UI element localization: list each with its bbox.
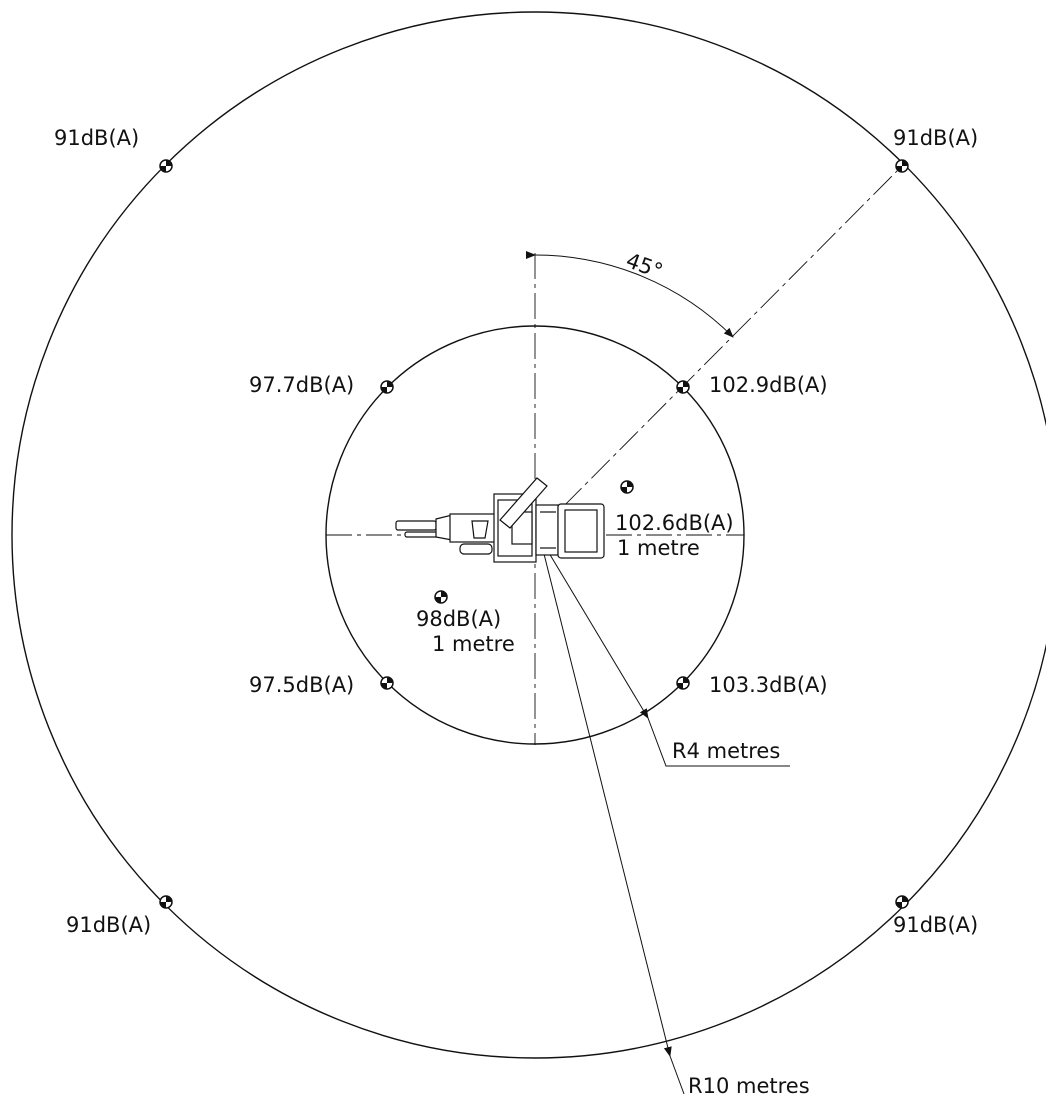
label-outer-top-left: 91dB(A) <box>54 126 139 150</box>
mic-outer-bottom-left <box>159 895 173 909</box>
radius-line-inner <box>539 537 649 719</box>
diagonal-centerline-45 <box>534 165 903 536</box>
excavator-top-view <box>395 477 605 563</box>
mic-outer-top-left <box>159 159 173 173</box>
mic-inner-bottom-right <box>676 676 690 690</box>
mic-inner-bottom-left <box>380 676 394 690</box>
label-outer-bottom-left: 91dB(A) <box>66 913 151 937</box>
mic-near-right <box>620 480 634 494</box>
label-near-left-value: 98dB(A) <box>416 607 501 631</box>
radius-label-inner: R4 metres <box>672 739 780 763</box>
label-near-right-value: 102.6dB(A) <box>615 511 734 535</box>
mic-outer-top-right <box>895 159 909 173</box>
radius-leader-outer <box>669 1055 685 1095</box>
outer-circle-10m <box>11 11 1046 1059</box>
mic-outer-bottom-right <box>895 895 909 909</box>
label-outer-top-right: 91dB(A) <box>893 126 978 150</box>
radius-label-outer: R10 metres <box>688 1074 810 1098</box>
label-outer-bottom-right: 91dB(A) <box>893 913 978 937</box>
angle-arc <box>525 250 734 338</box>
radius-leader-inner <box>647 717 790 767</box>
mic-inner-top-left <box>380 380 394 394</box>
label-inner-top-right: 102.9dB(A) <box>709 373 828 397</box>
label-near-left-distance: 1 metre <box>432 632 515 656</box>
label-near-right-distance: 1 metre <box>617 536 700 560</box>
label-inner-bottom-right: 103.3dB(A) <box>709 673 828 697</box>
angle-label: 45° <box>623 248 666 283</box>
label-inner-bottom-left: 97.5dB(A) <box>249 673 354 697</box>
mic-near-left <box>434 590 448 604</box>
mic-inner-top-right <box>676 380 690 394</box>
label-inner-top-left: 97.7dB(A) <box>249 373 354 397</box>
radius-line-outer <box>539 537 672 1057</box>
